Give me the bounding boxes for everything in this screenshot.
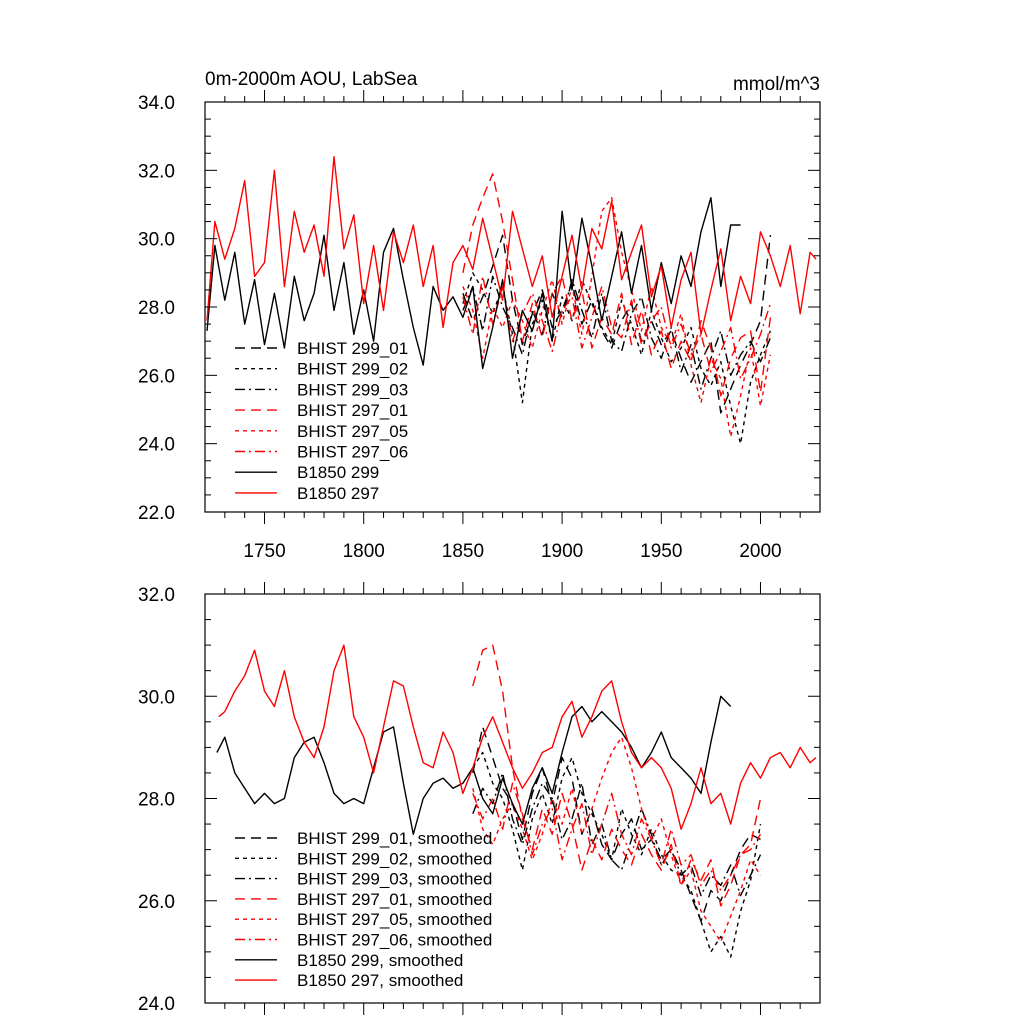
chart-top-xtick-label: 1850 (442, 541, 484, 562)
chart-bottom-legend-label-bhist-297-01-smoothed: BHIST 297_01, smoothed (297, 890, 492, 909)
chart-top-series-bhist-299-02 (462, 272, 772, 445)
chart-top-ytick-label: 34.0 (138, 93, 175, 114)
chart-bottom-ytick-label: 30.0 (138, 687, 175, 708)
chart-top-xtick-label: 2000 (739, 541, 781, 562)
chart-bottom-legend-label-bhist-297-05-smoothed: BHIST 297_05, smoothed (297, 910, 492, 929)
chart-bottom-series-bhist-297-05-smoothed (472, 736, 762, 943)
chart-top-legend-label-bhist-297-06: BHIST 297_06 (297, 443, 408, 462)
chart-bottom-axes: 24.0 26.0 28.0 30.0 32.0 (138, 582, 821, 1015)
chart-bottom-legend-label-b1850-297-smoothed: B1850 297, smoothed (297, 971, 463, 990)
chart-top-series-b1850-297 (206, 155, 817, 335)
chart-top-legend-label-bhist-299-02: BHIST 299_02 (297, 360, 408, 379)
chart-bottom-legend-label-bhist-297-06-smoothed: BHIST 297_06, smoothed (297, 931, 492, 950)
chart-top-xtick-label: 1800 (343, 541, 385, 562)
chart-top-axes: 22.0 24.0 26.0 28.0 30.0 32.0 34.0 1750 1800 1850… (138, 90, 821, 562)
chart-top-series-bhist-297-01 (462, 173, 772, 397)
chart-top-ytick-label: 28.0 (138, 298, 175, 319)
chart-bottom-legend-label-b1850-299-smoothed: B1850 299, smoothed (297, 951, 463, 970)
chart-top-series-bhist-299-01 (462, 234, 772, 414)
chart-top-xtick-label: 1900 (541, 541, 583, 562)
chart-bottom-ytick-label: 24.0 (138, 994, 175, 1015)
chart-bottom-ytick-label: 28.0 (138, 790, 175, 811)
chart-top-ytick-label: 32.0 (138, 161, 175, 182)
chart-top: 0m-2000m AOU, LabSea mmol/m^3 22.0 24.0 26… (138, 69, 821, 562)
chart-top-legend-label-b1850-299: B1850 299 (297, 463, 379, 482)
chart-top-ytick-label: 30.0 (138, 230, 175, 251)
chart-top-series-layer (206, 155, 817, 445)
chart-bottom-ytick-label: 32.0 (138, 585, 175, 606)
chart-top-units: mmol/m^3 (733, 74, 820, 95)
chart-top-ytick-label: 22.0 (138, 503, 175, 524)
chart-top-xtick-label: 1950 (640, 541, 682, 562)
chart-top-legend-label-b1850-297: B1850 297 (297, 484, 379, 503)
chart-bottom-ytick-label: 26.0 (138, 892, 175, 913)
chart-bottom-series-bhist-297-06-smoothed (472, 782, 762, 892)
chart-top-legend-label-bhist-297-05: BHIST 297_05 (297, 422, 408, 441)
chart-top-legend-label-bhist-299-03: BHIST 299_03 (297, 380, 408, 399)
chart-top-legend-label-bhist-299-01: BHIST 299_01 (297, 339, 408, 358)
chart-top-ytick-label: 24.0 (138, 435, 175, 456)
chart-top-title: 0m-2000m AOU, LabSea (205, 69, 418, 90)
chart-bottom-legend-label-bhist-299-01-smoothed: BHIST 299_01, smoothed (297, 829, 492, 848)
chart-top-series-bhist-297-05 (462, 196, 772, 438)
chart-bottom-series-layer (216, 644, 817, 958)
chart-bottom-series-b1850-297-smoothed (218, 644, 817, 830)
chart-top-ytick-label: 26.0 (138, 366, 175, 387)
chart-top-series-bhist-299-03 (462, 275, 772, 390)
chart-bottom-legend-label-bhist-299-03-smoothed: BHIST 299_03, smoothed (297, 870, 492, 889)
chart-bottom-series-bhist-299-02-smoothed (472, 751, 762, 958)
chart-bottom-series-bhist-297-01-smoothed (472, 644, 762, 907)
chart-top-legend-label-bhist-297-01: BHIST 297_01 (297, 401, 408, 420)
chart-bottom: 24.0 26.0 28.0 30.0 32.0 BHIST 299_01, smoot… (138, 582, 821, 1015)
chart-top-series-bhist-297-06 (462, 275, 772, 380)
chart-bottom-legend-label-bhist-299-02-smoothed: BHIST 299_02, smoothed (297, 849, 492, 868)
chart-top-series-b1850-299 (206, 196, 741, 370)
chart-bottom-series-bhist-299-03-smoothed (472, 772, 762, 897)
chart-bottom-series-bhist-299-01-smoothed (472, 726, 761, 922)
chart-top-xtick-label: 1750 (243, 541, 285, 562)
